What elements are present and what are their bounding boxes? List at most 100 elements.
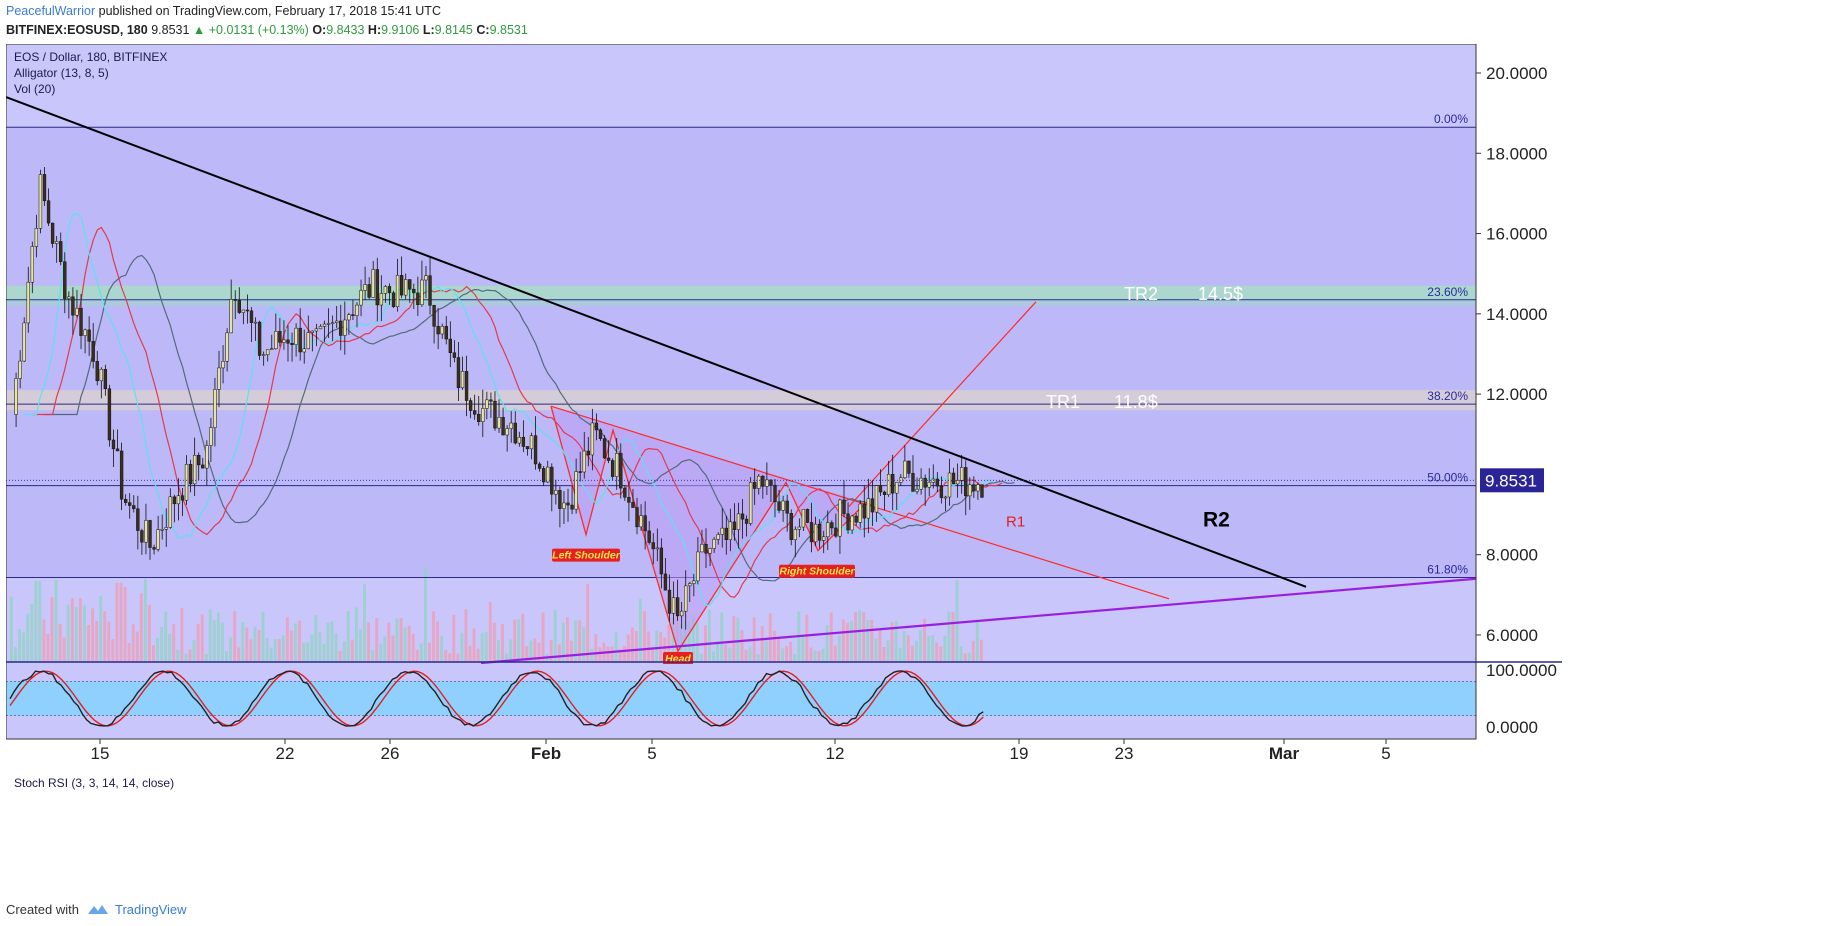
chart-container[interactable]: 0.00% 23.60% 38.20% 50.00% 61.80% TR2 14.5$ TR… — [6, 44, 1816, 857]
volume-bar — [955, 580, 959, 662]
volume-bar — [160, 626, 164, 662]
time-tick-label: 22 — [276, 744, 295, 763]
candle-body — [895, 482, 899, 494]
volume-bar — [947, 611, 951, 662]
volume-bar — [135, 631, 139, 662]
volume-bar — [614, 632, 618, 662]
volume-bar — [66, 604, 70, 662]
candle-body — [846, 513, 850, 531]
volume-bar — [521, 613, 525, 662]
candle-body — [99, 369, 103, 382]
volume-bar — [212, 620, 216, 662]
candle-body — [132, 505, 136, 510]
candle-body — [753, 481, 757, 489]
candle-body — [477, 413, 481, 422]
candle-body — [314, 328, 319, 332]
volume-bar — [147, 604, 151, 662]
volume-bar — [143, 578, 147, 662]
close-value: 9.8531 — [489, 23, 528, 37]
open-label: O: — [312, 23, 327, 37]
candle-body — [221, 361, 225, 369]
volume-bar — [476, 648, 480, 662]
candle-body — [274, 331, 278, 349]
candle-body — [245, 309, 250, 312]
price-chart[interactable]: 0.00% 23.60% 38.20% 50.00% 61.80% TR2 14.5$ TR… — [6, 44, 1816, 857]
candle-body — [736, 513, 741, 530]
volume-bar — [878, 628, 882, 662]
candle-body — [716, 534, 720, 540]
candle-body — [152, 547, 156, 550]
volume-bar — [910, 645, 914, 662]
volume-bar — [359, 629, 362, 662]
legend-stoch-rsi: Stoch RSI (3, 3, 14, 14, close) — [14, 776, 174, 790]
candle-body — [606, 457, 611, 461]
volume-bar — [18, 629, 21, 662]
volume-bar — [894, 620, 898, 662]
author-link[interactable]: PeacefulWarrior — [6, 4, 96, 18]
volume-bar — [821, 648, 825, 662]
candle-body — [55, 241, 59, 244]
volume-bar — [509, 639, 513, 662]
volume-bar — [557, 644, 561, 662]
volume-bar — [622, 646, 626, 662]
candle-body — [391, 292, 396, 307]
candle-body — [148, 520, 152, 548]
candle-body — [399, 275, 404, 296]
volume-bar — [764, 640, 768, 662]
candle-body — [282, 339, 286, 343]
candle-body — [83, 329, 87, 336]
volume-bar — [829, 612, 833, 662]
candle-body — [59, 241, 63, 263]
candle-body — [631, 502, 635, 508]
volume-bar — [712, 651, 715, 662]
volume-bar — [273, 639, 277, 662]
candle-body — [383, 286, 388, 294]
candle-body — [481, 408, 485, 422]
candle-body — [724, 527, 728, 540]
candle-body — [598, 429, 603, 439]
volume-bar — [472, 628, 476, 662]
candle-body — [939, 485, 944, 498]
volume-bar — [541, 612, 545, 662]
candle-body — [927, 482, 931, 488]
candle-body — [643, 515, 647, 532]
candle-body — [777, 501, 781, 511]
volume-bar — [99, 595, 103, 662]
candle-body — [866, 498, 871, 519]
pattern-outline — [550, 405, 867, 653]
candle-body — [744, 518, 749, 524]
volume-bar — [716, 641, 720, 662]
volume-bar — [756, 653, 760, 662]
volume-bar — [127, 642, 131, 662]
price-tick-label: 8.0000 — [1486, 546, 1538, 565]
volume-bar — [180, 608, 184, 662]
candle-body — [63, 261, 67, 299]
volume-bar — [285, 617, 289, 662]
candle-body — [197, 455, 201, 466]
candle-body — [290, 343, 294, 345]
candle-body — [769, 479, 773, 486]
volume-bar — [196, 623, 200, 662]
candle-body — [140, 530, 144, 543]
volume-bar — [42, 619, 46, 662]
candle-body — [878, 485, 883, 493]
candle-body — [919, 477, 923, 490]
volume-bar — [50, 597, 54, 662]
volume-bar — [570, 640, 573, 662]
osc-tick-label: 0.0000 — [1486, 718, 1538, 737]
volume-bar — [789, 641, 793, 662]
candle-body — [639, 515, 643, 528]
candle-body — [286, 339, 290, 344]
volume-bar — [460, 632, 464, 662]
candle-body — [473, 410, 477, 415]
candle-body — [882, 491, 887, 495]
volume-bar — [817, 650, 821, 662]
candle-body — [700, 544, 704, 553]
candle-body — [915, 488, 919, 492]
candle-body — [602, 438, 607, 459]
volume-bar — [574, 620, 577, 662]
candle-body — [757, 475, 761, 489]
tradingview-link[interactable]: TradingView — [87, 902, 187, 917]
volume-bar — [225, 651, 228, 662]
candle-body — [785, 500, 789, 514]
